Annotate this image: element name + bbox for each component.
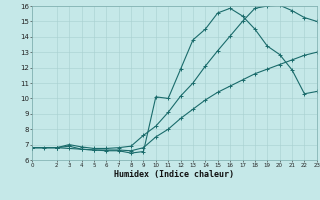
X-axis label: Humidex (Indice chaleur): Humidex (Indice chaleur) <box>115 170 234 179</box>
